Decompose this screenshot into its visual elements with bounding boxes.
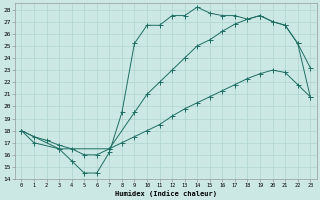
- X-axis label: Humidex (Indice chaleur): Humidex (Indice chaleur): [115, 190, 217, 197]
